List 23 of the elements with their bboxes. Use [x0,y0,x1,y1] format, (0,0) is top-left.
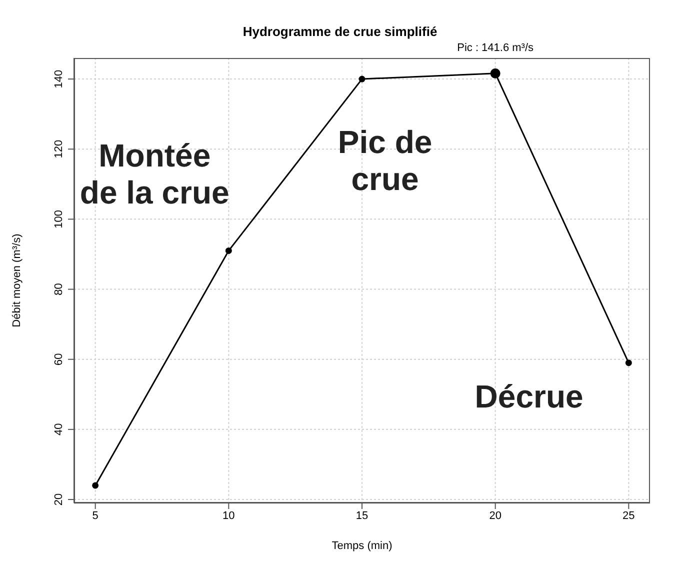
x-tick-label: 20 [489,510,502,522]
x-axis-title: Temps (min) [332,540,392,552]
y-tick-label: 140 [53,70,65,88]
y-tick-label: 100 [53,210,65,228]
y-tick-label: 20 [53,493,65,506]
chart-title: Hydrogramme de crue simplifié [242,24,438,39]
y-axis-title: Débit moyen (m³/s) [10,234,23,328]
annotation: Pic : 141.6 m³/s [457,42,534,54]
annotation: Montée de la crue [80,138,230,210]
y-tick-label: 40 [53,423,65,436]
x-tick-label: 10 [222,510,235,522]
point [225,247,232,254]
x-tick-label: 5 [92,510,98,522]
x-tick-label: 25 [622,510,635,522]
y-tick-label: 120 [53,140,65,158]
y-tick-label: 60 [53,353,65,366]
annotation: Décrue [474,378,584,414]
annotation: Pic de crue [338,124,432,197]
x-tick-label: 15 [356,510,368,522]
point [358,76,366,82]
y-tick-label: 80 [53,283,65,296]
point [92,482,99,489]
point [625,360,632,366]
